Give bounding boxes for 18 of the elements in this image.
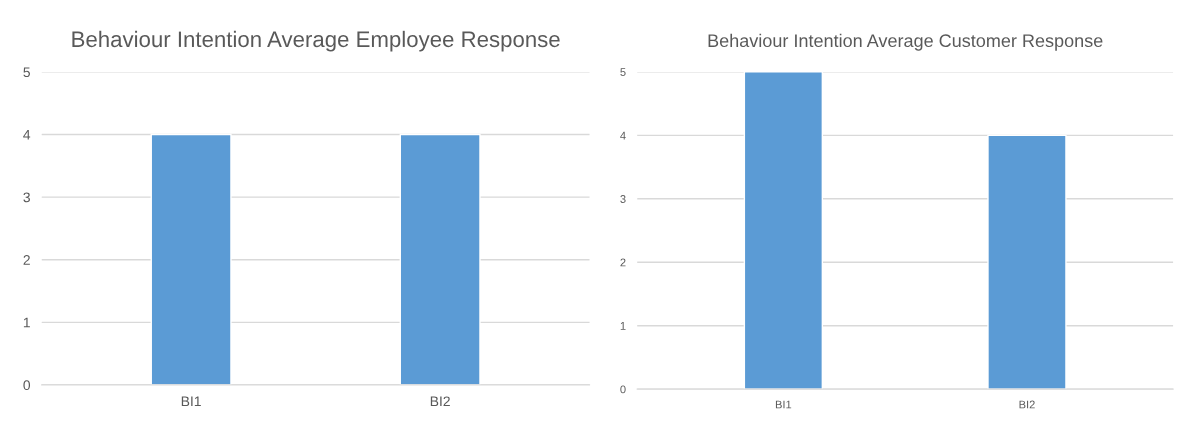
- chart-title: Behaviour Intention Average Employee Response: [72, 30, 560, 52]
- y-tick-label: 1: [23, 317, 30, 328]
- y-tick-label: 3: [23, 192, 30, 203]
- y-tick-label: 4: [23, 129, 31, 140]
- chart-title: Behaviour Intention Average Customer Response: [708, 33, 1103, 51]
- y-tick-label: 4: [620, 131, 626, 140]
- y-tick-label: 5: [620, 68, 626, 77]
- y-tick-label: 2: [620, 258, 626, 267]
- y-tick-label: 3: [620, 195, 626, 203]
- y-tick-label: 2: [23, 255, 30, 265]
- y-tick-label: 0: [620, 385, 626, 394]
- x-tick-label: BI1: [775, 400, 792, 409]
- y-tick-label: 1: [620, 322, 626, 330]
- x-tick-label: BI2: [430, 396, 450, 407]
- y-tick-label: 0: [23, 380, 31, 391]
- x-tick-label: BI2: [1019, 400, 1035, 409]
- x-tick-label: BI1: [181, 396, 201, 407]
- y-tick-label: 5: [23, 67, 30, 78]
